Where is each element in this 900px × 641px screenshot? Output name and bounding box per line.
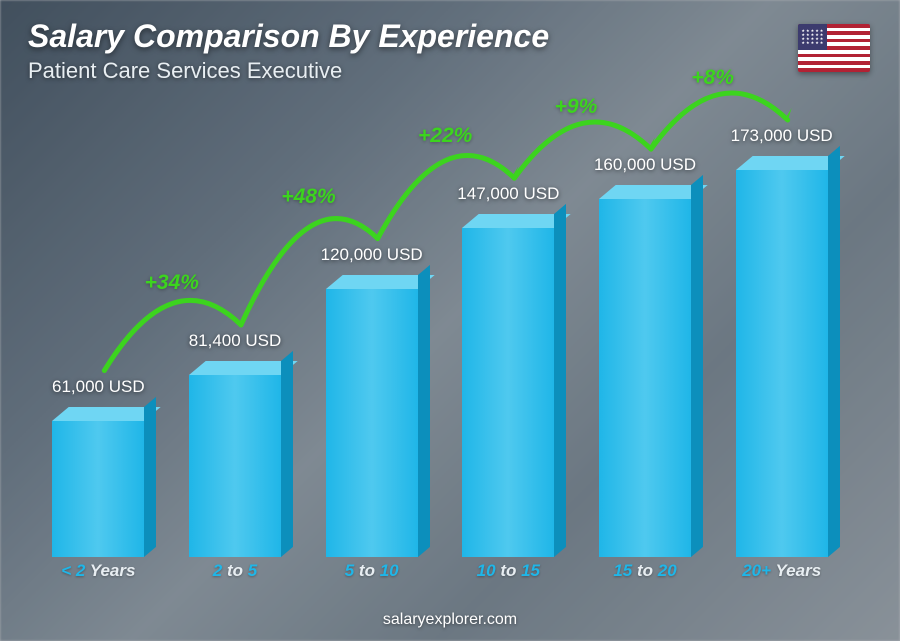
flag-usa-icon: ★★★★★★★★★★★★★★★★★★★★: [798, 24, 870, 72]
infographic-canvas: Salary Comparison By Experience Patient …: [0, 0, 900, 641]
footer-attribution: salaryexplorer.com: [0, 611, 900, 629]
page-subtitle: Patient Care Services Executive: [28, 58, 342, 84]
page-title: Salary Comparison By Experience: [28, 18, 549, 55]
increase-arc-icon: [30, 110, 850, 585]
increase-label: +8%: [691, 66, 734, 90]
bar-chart: 61,000 USD81,400 USD120,000 USD147,000 U…: [30, 110, 850, 585]
